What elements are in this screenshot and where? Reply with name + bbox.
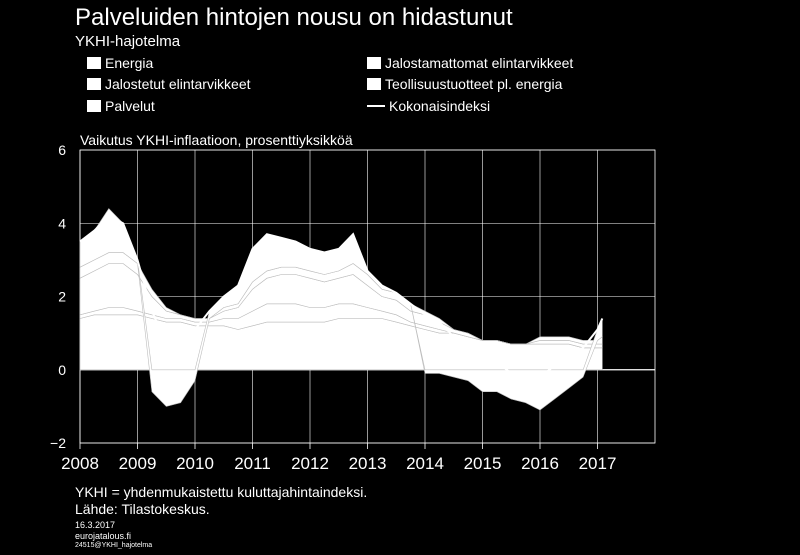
legend-label: Jalostetut elintarvikkeet xyxy=(105,76,251,92)
x-tick-label: 2012 xyxy=(291,454,329,473)
x-tick-label: 2013 xyxy=(349,454,387,473)
legend-swatch xyxy=(367,57,381,69)
legend-swatch xyxy=(367,78,381,90)
footnote-code: 24515@YKHI_hajotelma xyxy=(75,542,153,549)
footnote-definition: YKHI = yhdenmukaistettu kuluttajahintain… xyxy=(75,484,368,500)
y-tick-label: 6 xyxy=(58,142,66,158)
legend-item-jalostetut: Jalostetut elintarvikkeet xyxy=(87,76,251,92)
x-tick-label: 2010 xyxy=(176,454,214,473)
y-tick-label: 4 xyxy=(58,215,66,231)
legend-label: Palvelut xyxy=(105,98,155,114)
legend-label: Kokonaisindeksi xyxy=(389,98,491,114)
legend-item-teollisuustuotteet: Teollisuustuotteet pl. energia xyxy=(367,76,562,92)
chart-title: Palveluiden hintojen nousu on hidastunut xyxy=(75,4,513,31)
y-tick-label: 2 xyxy=(58,289,66,305)
x-tick-label: 2015 xyxy=(464,454,502,473)
legend-item-palvelut: Palvelut xyxy=(87,98,155,114)
y-tick-label: −2 xyxy=(50,435,66,451)
legend-label: Jalostamattomat elintarvikkeet xyxy=(385,55,574,71)
legend: Energia Jalostamattomat elintarvikkeet J… xyxy=(87,55,647,119)
line-kokonaisindeksi xyxy=(79,214,604,379)
legend-label: Teollisuustuotteet pl. energia xyxy=(385,76,563,92)
x-tick-label: 2014 xyxy=(406,454,444,473)
area-palvelut xyxy=(79,314,603,371)
x-tick-label: 2016 xyxy=(521,454,559,473)
footnote-source: Lähde: Tilastokeskus. xyxy=(75,501,210,517)
legend-swatch xyxy=(87,57,101,69)
legend-item-energia: Energia xyxy=(87,55,153,71)
legend-item-kokonaisindeksi: Kokonaisindeksi xyxy=(367,98,490,114)
footnote-site: eurojatalous.fi xyxy=(75,531,132,541)
y-axis-label: Vaikutus YKHI-inflaatioon, prosenttiyksi… xyxy=(80,132,353,148)
x-tick-label: 2017 xyxy=(579,454,617,473)
footnote-date: 16.3.2017 xyxy=(75,520,116,530)
y-tick-label: 0 xyxy=(58,362,66,378)
x-tick-label: 2008 xyxy=(61,454,99,473)
x-tick-label: 2009 xyxy=(119,454,157,473)
legend-label: Energia xyxy=(105,55,154,71)
x-tick-label: 2011 xyxy=(234,454,271,473)
chart-subtitle: YKHI-hajotelma xyxy=(75,33,181,50)
legend-item-jalostamattomat: Jalostamattomat elintarvikkeet xyxy=(367,55,573,71)
legend-line xyxy=(367,105,385,107)
legend-swatch xyxy=(87,78,101,90)
legend-swatch xyxy=(87,100,101,112)
